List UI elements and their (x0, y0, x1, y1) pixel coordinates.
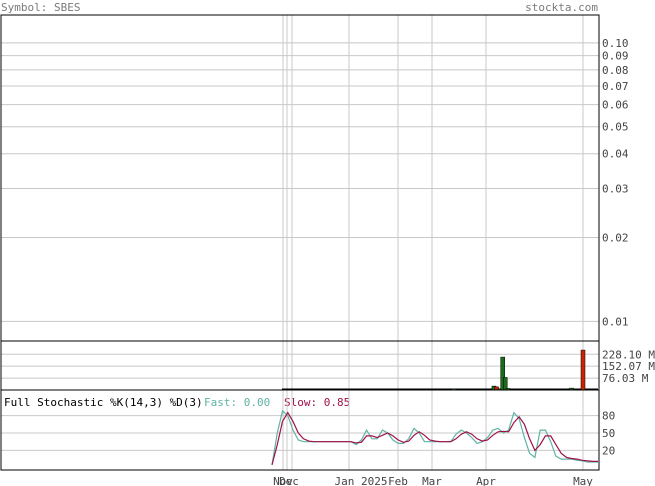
volume-bar (502, 377, 508, 391)
price-tick-label: 0.06 (602, 99, 629, 112)
volume-tick-label: 76.03 M (602, 372, 649, 385)
x-tick-label: Apr (476, 475, 496, 486)
volume-tick-label: 152.07 M (602, 360, 655, 373)
stochastic-title: Full Stochastic %K(14,3) %D(3) (4, 396, 203, 409)
volume-frame (0, 340, 600, 391)
symbol-label: Symbol: SBES (1, 1, 80, 14)
stochastic-tick-label: 80 (602, 410, 615, 423)
stochastic-frame (0, 389, 600, 471)
slow-label: Slow: 0.85 (284, 396, 350, 409)
price-panel: 0.100.090.08 0.07 0.06 0.05 0.04 0.03 0.02 0.01 (0, 14, 629, 342)
price-frame (0, 14, 600, 342)
price-tick-label: 0.02 (602, 232, 629, 245)
price-tick-label: 0.01 (602, 315, 629, 328)
price-tick-label: 0.03 (602, 182, 629, 195)
stochastic-tick-label: 50 (602, 427, 615, 440)
volume-bar (580, 349, 586, 391)
fast-line (271, 409, 598, 465)
price-tick-label: 0.10 (602, 37, 629, 50)
x-tick-label: Feb (388, 475, 408, 486)
x-tick-label: Nov (273, 475, 293, 486)
price-tick-label: 0.05 (602, 121, 629, 134)
x-tick-label: Dec (279, 475, 299, 486)
stochastic-tick-label: 20 (602, 444, 615, 457)
volume-tick-label: 228.10 M (602, 348, 655, 361)
fast-label: Fast: 0.00 (204, 396, 270, 409)
price-tick-label: 0.09 (602, 50, 629, 63)
x-tick-label: May (573, 475, 593, 486)
stochastic-panel: Full Stochastic %K(14,3) %D(3) Fast: 0.0… (0, 389, 615, 471)
x-tick-label: Mar (422, 475, 442, 486)
x-tick-label: Jan 2025 (335, 475, 388, 486)
price-tick-label: 0.08 (602, 64, 629, 77)
price-tick-label: 0.07 (602, 80, 629, 93)
price-tick-label: 0.04 (602, 148, 629, 161)
slow-line (271, 411, 598, 466)
site-name: stockta.com (525, 1, 598, 14)
